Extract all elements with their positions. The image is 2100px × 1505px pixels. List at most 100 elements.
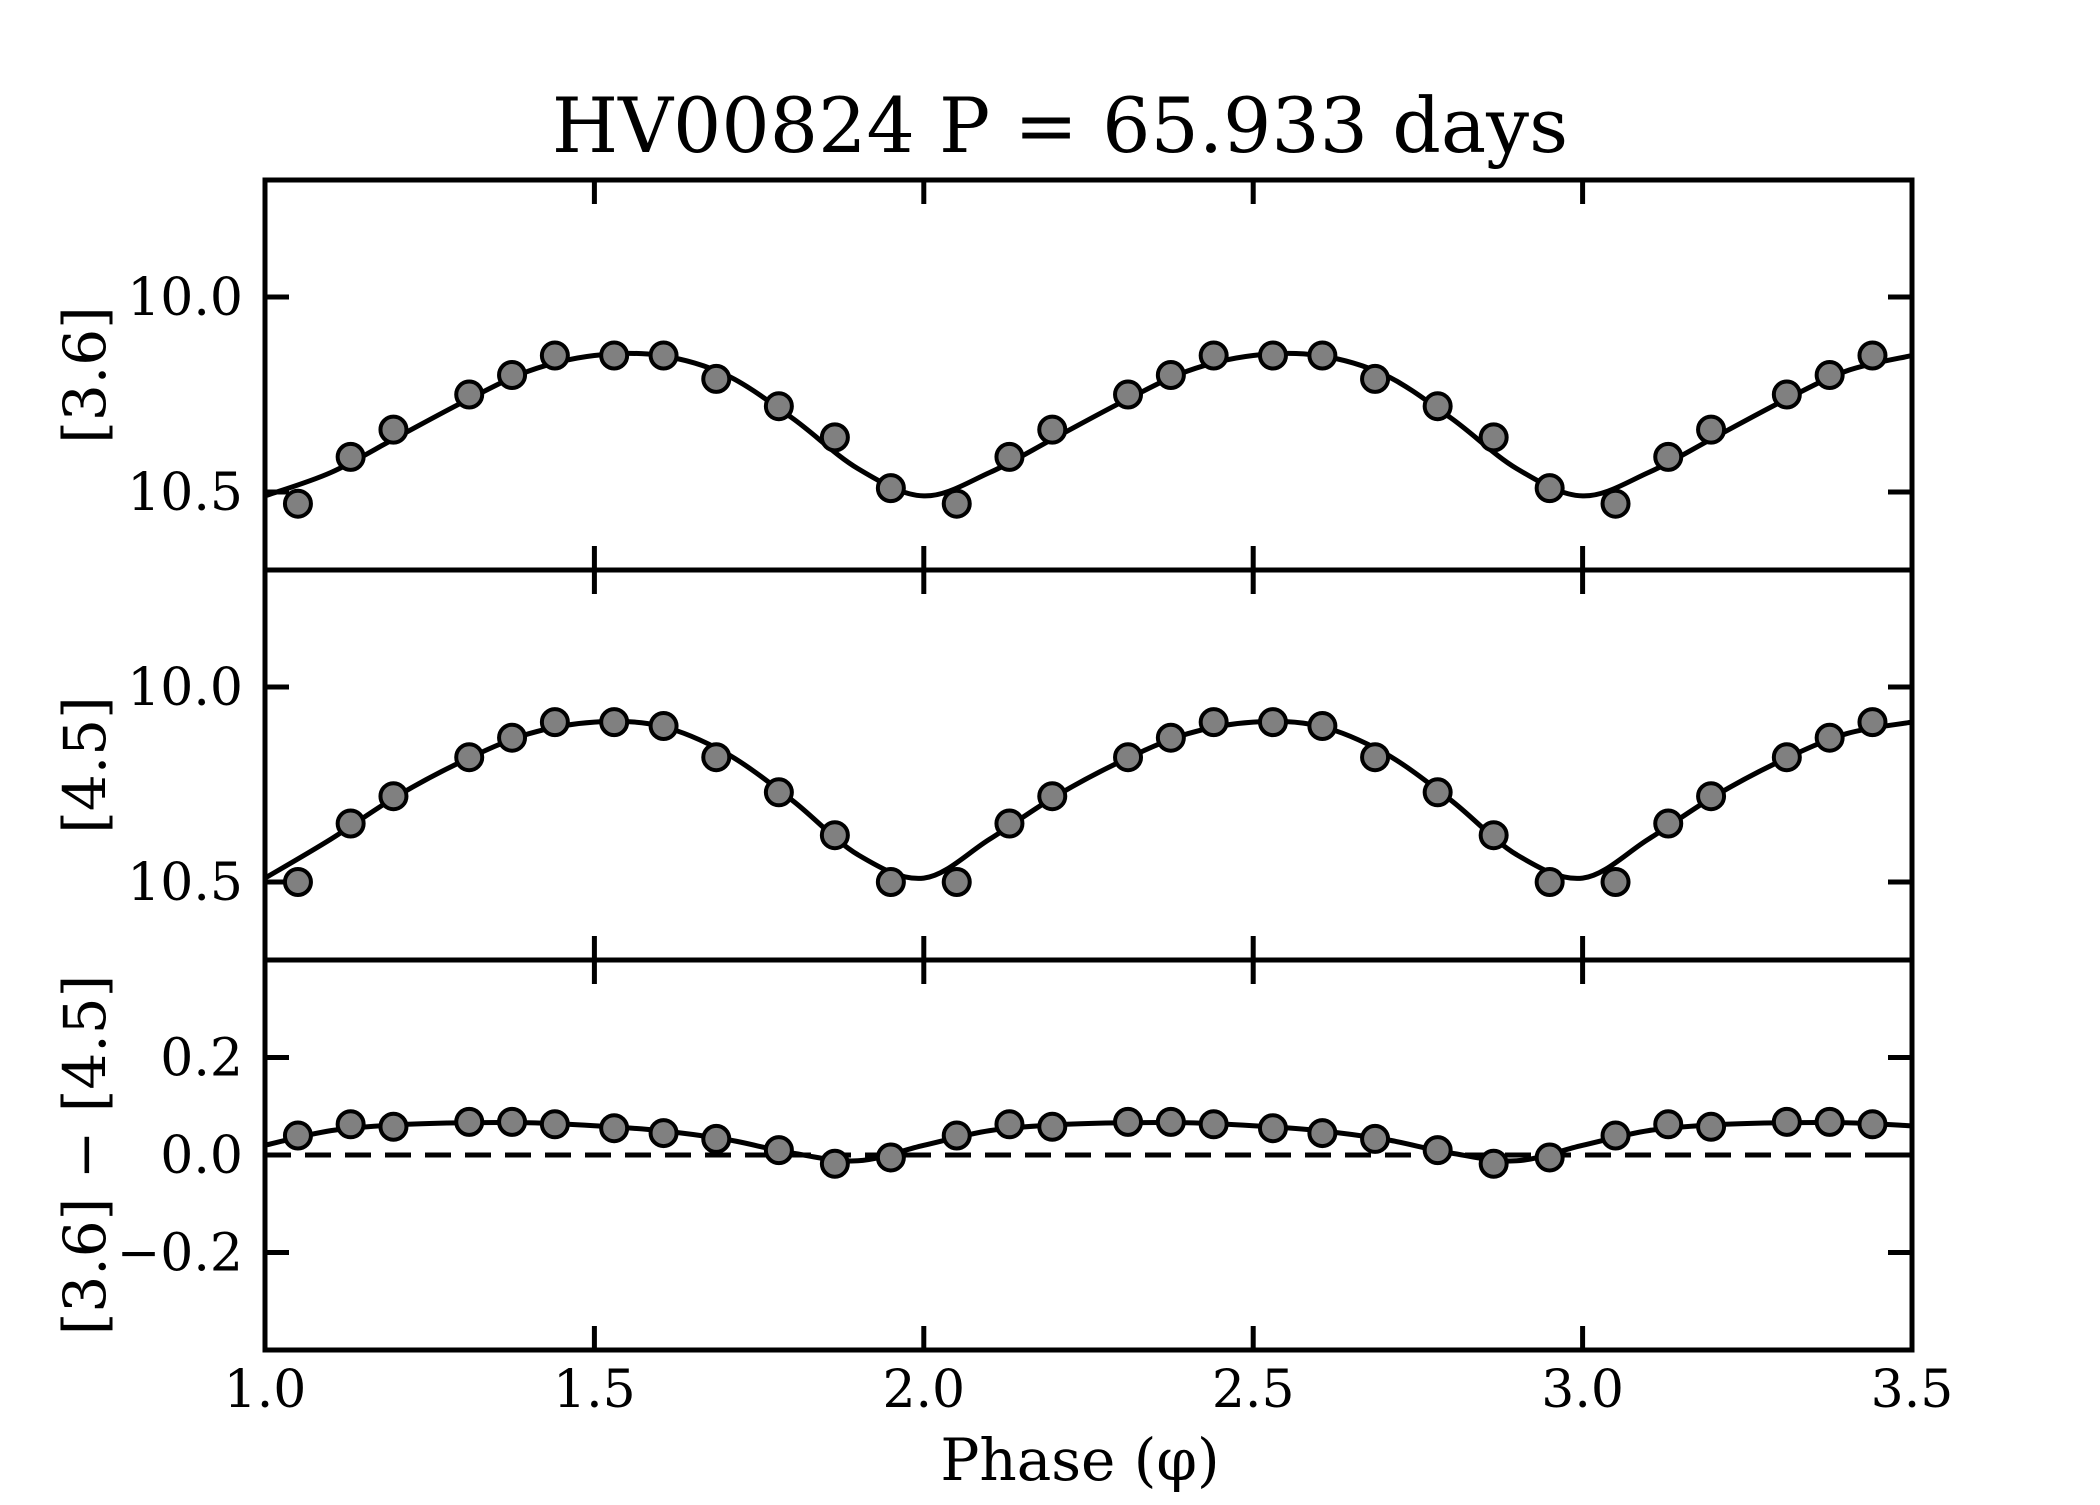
x-axis-label: Phase (φ) xyxy=(940,1426,1219,1494)
data-point xyxy=(335,441,366,472)
data-point xyxy=(819,1148,850,1179)
data-point xyxy=(454,1106,485,1137)
data-point xyxy=(1478,820,1509,851)
data-point xyxy=(1155,722,1186,753)
data-point xyxy=(1653,441,1684,472)
panel-color: −0.2 0.0 0.2 [3.6] − [4.5] xyxy=(51,957,1915,1353)
data-point xyxy=(1307,340,1338,371)
data-point xyxy=(819,422,850,453)
data-point xyxy=(701,363,732,394)
x-tick-label-3: 2.5 xyxy=(1212,1360,1295,1420)
x-tick-label-2: 2.0 xyxy=(882,1360,965,1420)
data-point xyxy=(1198,1109,1229,1140)
data-point xyxy=(1814,360,1845,390)
data-point xyxy=(1534,1142,1565,1173)
data-point xyxy=(282,1120,313,1151)
data-point xyxy=(1600,1120,1631,1151)
data-point xyxy=(378,781,409,812)
data-point xyxy=(1478,1148,1509,1179)
data-point xyxy=(1037,1111,1068,1142)
data-point xyxy=(763,391,794,422)
data-point xyxy=(994,808,1025,839)
data-point xyxy=(335,1109,366,1140)
data-point xyxy=(497,360,528,390)
data-point xyxy=(1600,867,1631,897)
fit-curve xyxy=(264,1119,1913,1164)
data-point xyxy=(1198,340,1229,371)
data-point xyxy=(994,441,1025,472)
data-point xyxy=(599,1113,630,1144)
data-point xyxy=(701,742,732,773)
fit-curve xyxy=(264,350,1913,499)
data-point xyxy=(1696,1111,1727,1142)
data-point xyxy=(1155,1106,1186,1137)
panel-36: 10.0 10.5[3.6] xyxy=(51,177,1915,573)
data-point xyxy=(599,707,630,738)
data-point xyxy=(1257,340,1288,371)
data-point xyxy=(1113,742,1144,773)
y-axis-label: [3.6] xyxy=(51,306,119,444)
data-point xyxy=(941,867,972,897)
data-point xyxy=(1653,808,1684,839)
data-point xyxy=(648,1118,679,1149)
y-tick-label-1: 10.5 xyxy=(127,853,243,913)
data-point xyxy=(1814,1106,1845,1137)
y-tick-label-1: 0.0 xyxy=(160,1126,243,1186)
data-point xyxy=(497,1106,528,1137)
data-point xyxy=(539,707,570,738)
data-point xyxy=(1307,711,1338,741)
x-tick-label-5: 3.5 xyxy=(1871,1360,1954,1420)
y-tick-label-0: 10.0 xyxy=(127,658,243,718)
x-tick-label-1: 1.5 xyxy=(553,1360,636,1420)
data-point xyxy=(1478,422,1509,453)
data-point xyxy=(1360,363,1391,394)
data-point xyxy=(1113,379,1144,410)
data-point xyxy=(1422,391,1453,422)
data-point xyxy=(1857,707,1888,738)
panel-45: 10.0 10.5[4.5] xyxy=(51,567,1915,963)
data-point xyxy=(1814,722,1845,753)
panel-frame xyxy=(262,957,1915,1353)
data-point xyxy=(819,820,850,851)
data-point xyxy=(1360,1123,1391,1154)
data-point xyxy=(941,1120,972,1151)
data-point xyxy=(1422,777,1453,808)
data-point xyxy=(1113,1106,1144,1137)
data-point xyxy=(539,340,570,371)
data-point xyxy=(1360,742,1391,773)
data-point xyxy=(1534,473,1565,504)
data-point xyxy=(378,1111,409,1142)
data-point xyxy=(1696,414,1727,445)
x-tick-label-4: 3.0 xyxy=(1541,1360,1624,1420)
data-point xyxy=(1037,781,1068,812)
y-axis-label: [4.5] xyxy=(51,696,119,834)
data-point xyxy=(1534,867,1565,897)
data-point xyxy=(1037,414,1068,445)
panel-frame xyxy=(262,567,1915,963)
data-point xyxy=(1857,340,1888,371)
y-tick-label-0: −0.2 xyxy=(117,1224,243,1284)
data-point xyxy=(648,711,679,741)
data-point xyxy=(1198,707,1229,738)
data-point xyxy=(941,488,972,519)
x-axis: 1.0 1.5 2.0 2.5 3.0 3.5 xyxy=(224,1360,1954,1420)
data-point xyxy=(497,722,528,753)
data-point xyxy=(599,340,630,371)
data-point xyxy=(539,1109,570,1140)
data-point xyxy=(1696,781,1727,812)
data-point xyxy=(1155,360,1186,390)
x-tick-label-0: 1.0 xyxy=(224,1360,307,1420)
y-tick-label-2: 0.2 xyxy=(160,1029,243,1089)
data-point xyxy=(648,340,679,371)
data-point xyxy=(378,414,409,445)
data-point xyxy=(875,473,906,504)
data-point xyxy=(1771,379,1802,410)
data-point xyxy=(1653,1109,1684,1140)
data-point xyxy=(282,867,313,897)
y-tick-label-1: 10.5 xyxy=(127,463,243,523)
data-point xyxy=(875,867,906,897)
data-point xyxy=(335,808,366,839)
fit-curve xyxy=(263,718,1913,881)
